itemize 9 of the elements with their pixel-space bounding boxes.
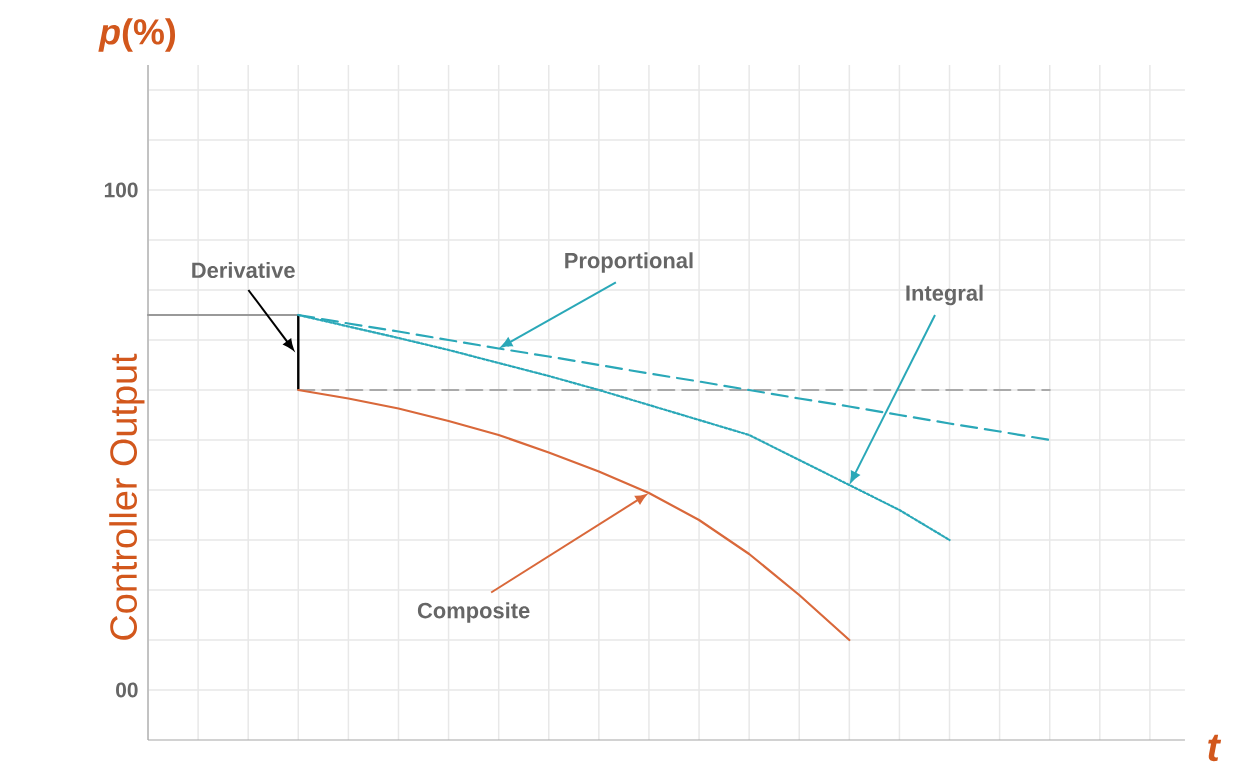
text: p(%) [98,18,176,52]
y-axis-title: Controller Output [109,353,145,640]
annotation: Proportional [565,252,693,273]
y-tick-label: 00 [116,682,138,698]
y-tick-label: 100 [104,182,138,198]
annotation: Composite [417,602,530,623]
annotation: Derivative [192,261,295,278]
annotation: Integral [906,284,983,306]
x-axis-title: t [1208,734,1222,761]
